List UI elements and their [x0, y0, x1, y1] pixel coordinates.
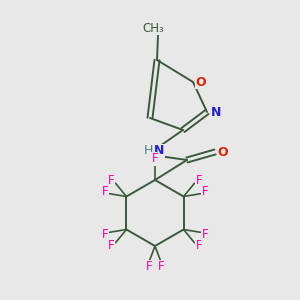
Text: F: F — [146, 260, 152, 274]
Text: H: H — [143, 145, 153, 158]
Text: F: F — [202, 185, 208, 198]
Text: N: N — [154, 145, 164, 158]
Text: F: F — [202, 228, 208, 241]
Text: O: O — [218, 146, 228, 158]
Text: F: F — [108, 239, 115, 252]
Text: F: F — [102, 228, 109, 241]
Text: N: N — [211, 106, 221, 118]
Text: F: F — [108, 174, 115, 187]
Text: CH₃: CH₃ — [142, 22, 164, 34]
Text: F: F — [196, 174, 202, 187]
Text: F: F — [158, 260, 164, 274]
Text: F: F — [102, 185, 109, 198]
Text: O: O — [196, 76, 206, 88]
Text: F: F — [152, 152, 158, 166]
Text: F: F — [196, 239, 202, 252]
